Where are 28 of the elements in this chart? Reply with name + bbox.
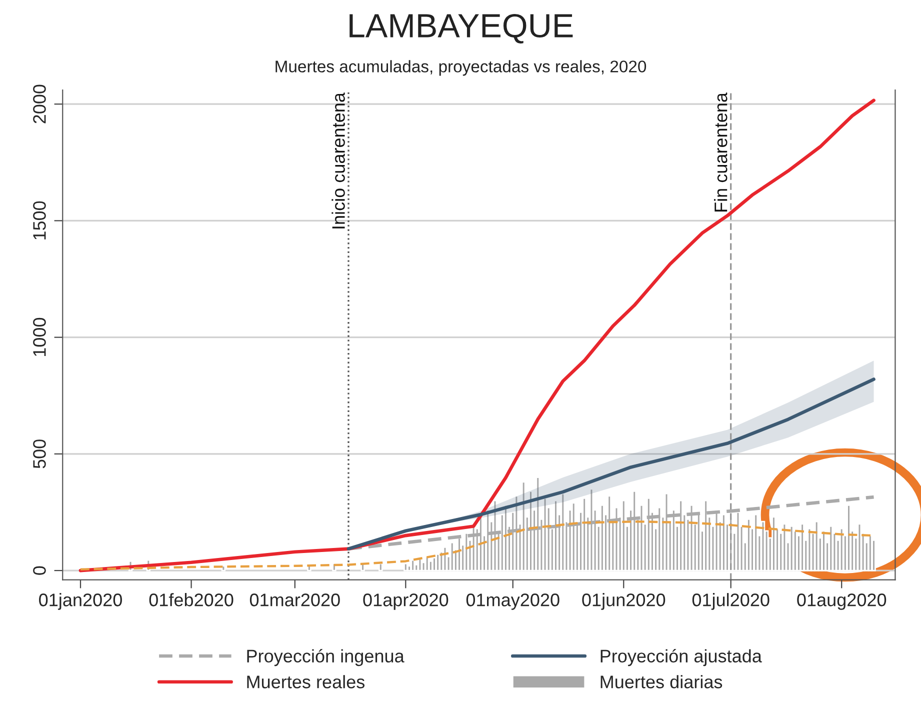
- y-tick-label: 0: [33, 566, 46, 575]
- bar: [436, 554, 440, 572]
- ref-line-label: Fin cuarentena: [714, 92, 728, 212]
- y-tick-label: 1000: [33, 318, 46, 356]
- x-tick-label: 01mar2020: [250, 594, 340, 606]
- legend-label: Proyección ingenua: [247, 649, 404, 666]
- ref-line-label: Inicio cuarentena: [332, 92, 345, 228]
- x-tick-label: 01aug2020: [797, 594, 886, 610]
- legend-label: Muertes diarias: [600, 675, 722, 688]
- x-tick-label: 01apr2020: [363, 594, 448, 610]
- x-tick-label: 01may2020: [466, 594, 560, 610]
- x-tick-label: 01jan2020: [39, 593, 122, 610]
- bar: [410, 559, 415, 572]
- chart-title: LAMBAYEQUE: [350, 14, 573, 44]
- x-tick-label: 01jul2020: [692, 593, 770, 610]
- chart-subtitle: Muertes acumuladas, proyectadas vs reales, 2020: [276, 60, 646, 76]
- bar: [378, 562, 383, 572]
- legend-label: Proyección ajustada: [600, 649, 762, 666]
- x-tick-label: 01feb2020: [149, 593, 234, 606]
- bar: [221, 565, 226, 572]
- bar: [846, 504, 851, 572]
- y-tick-label: 1500: [33, 201, 46, 240]
- y-tick-label: 500: [33, 440, 46, 468]
- y-tick-label: 2000: [33, 84, 46, 124]
- legend-label: Muertes reales: [247, 675, 365, 688]
- bar: [800, 523, 804, 572]
- x-tick-label: 01jun2020: [582, 593, 666, 610]
- bar: [754, 514, 758, 572]
